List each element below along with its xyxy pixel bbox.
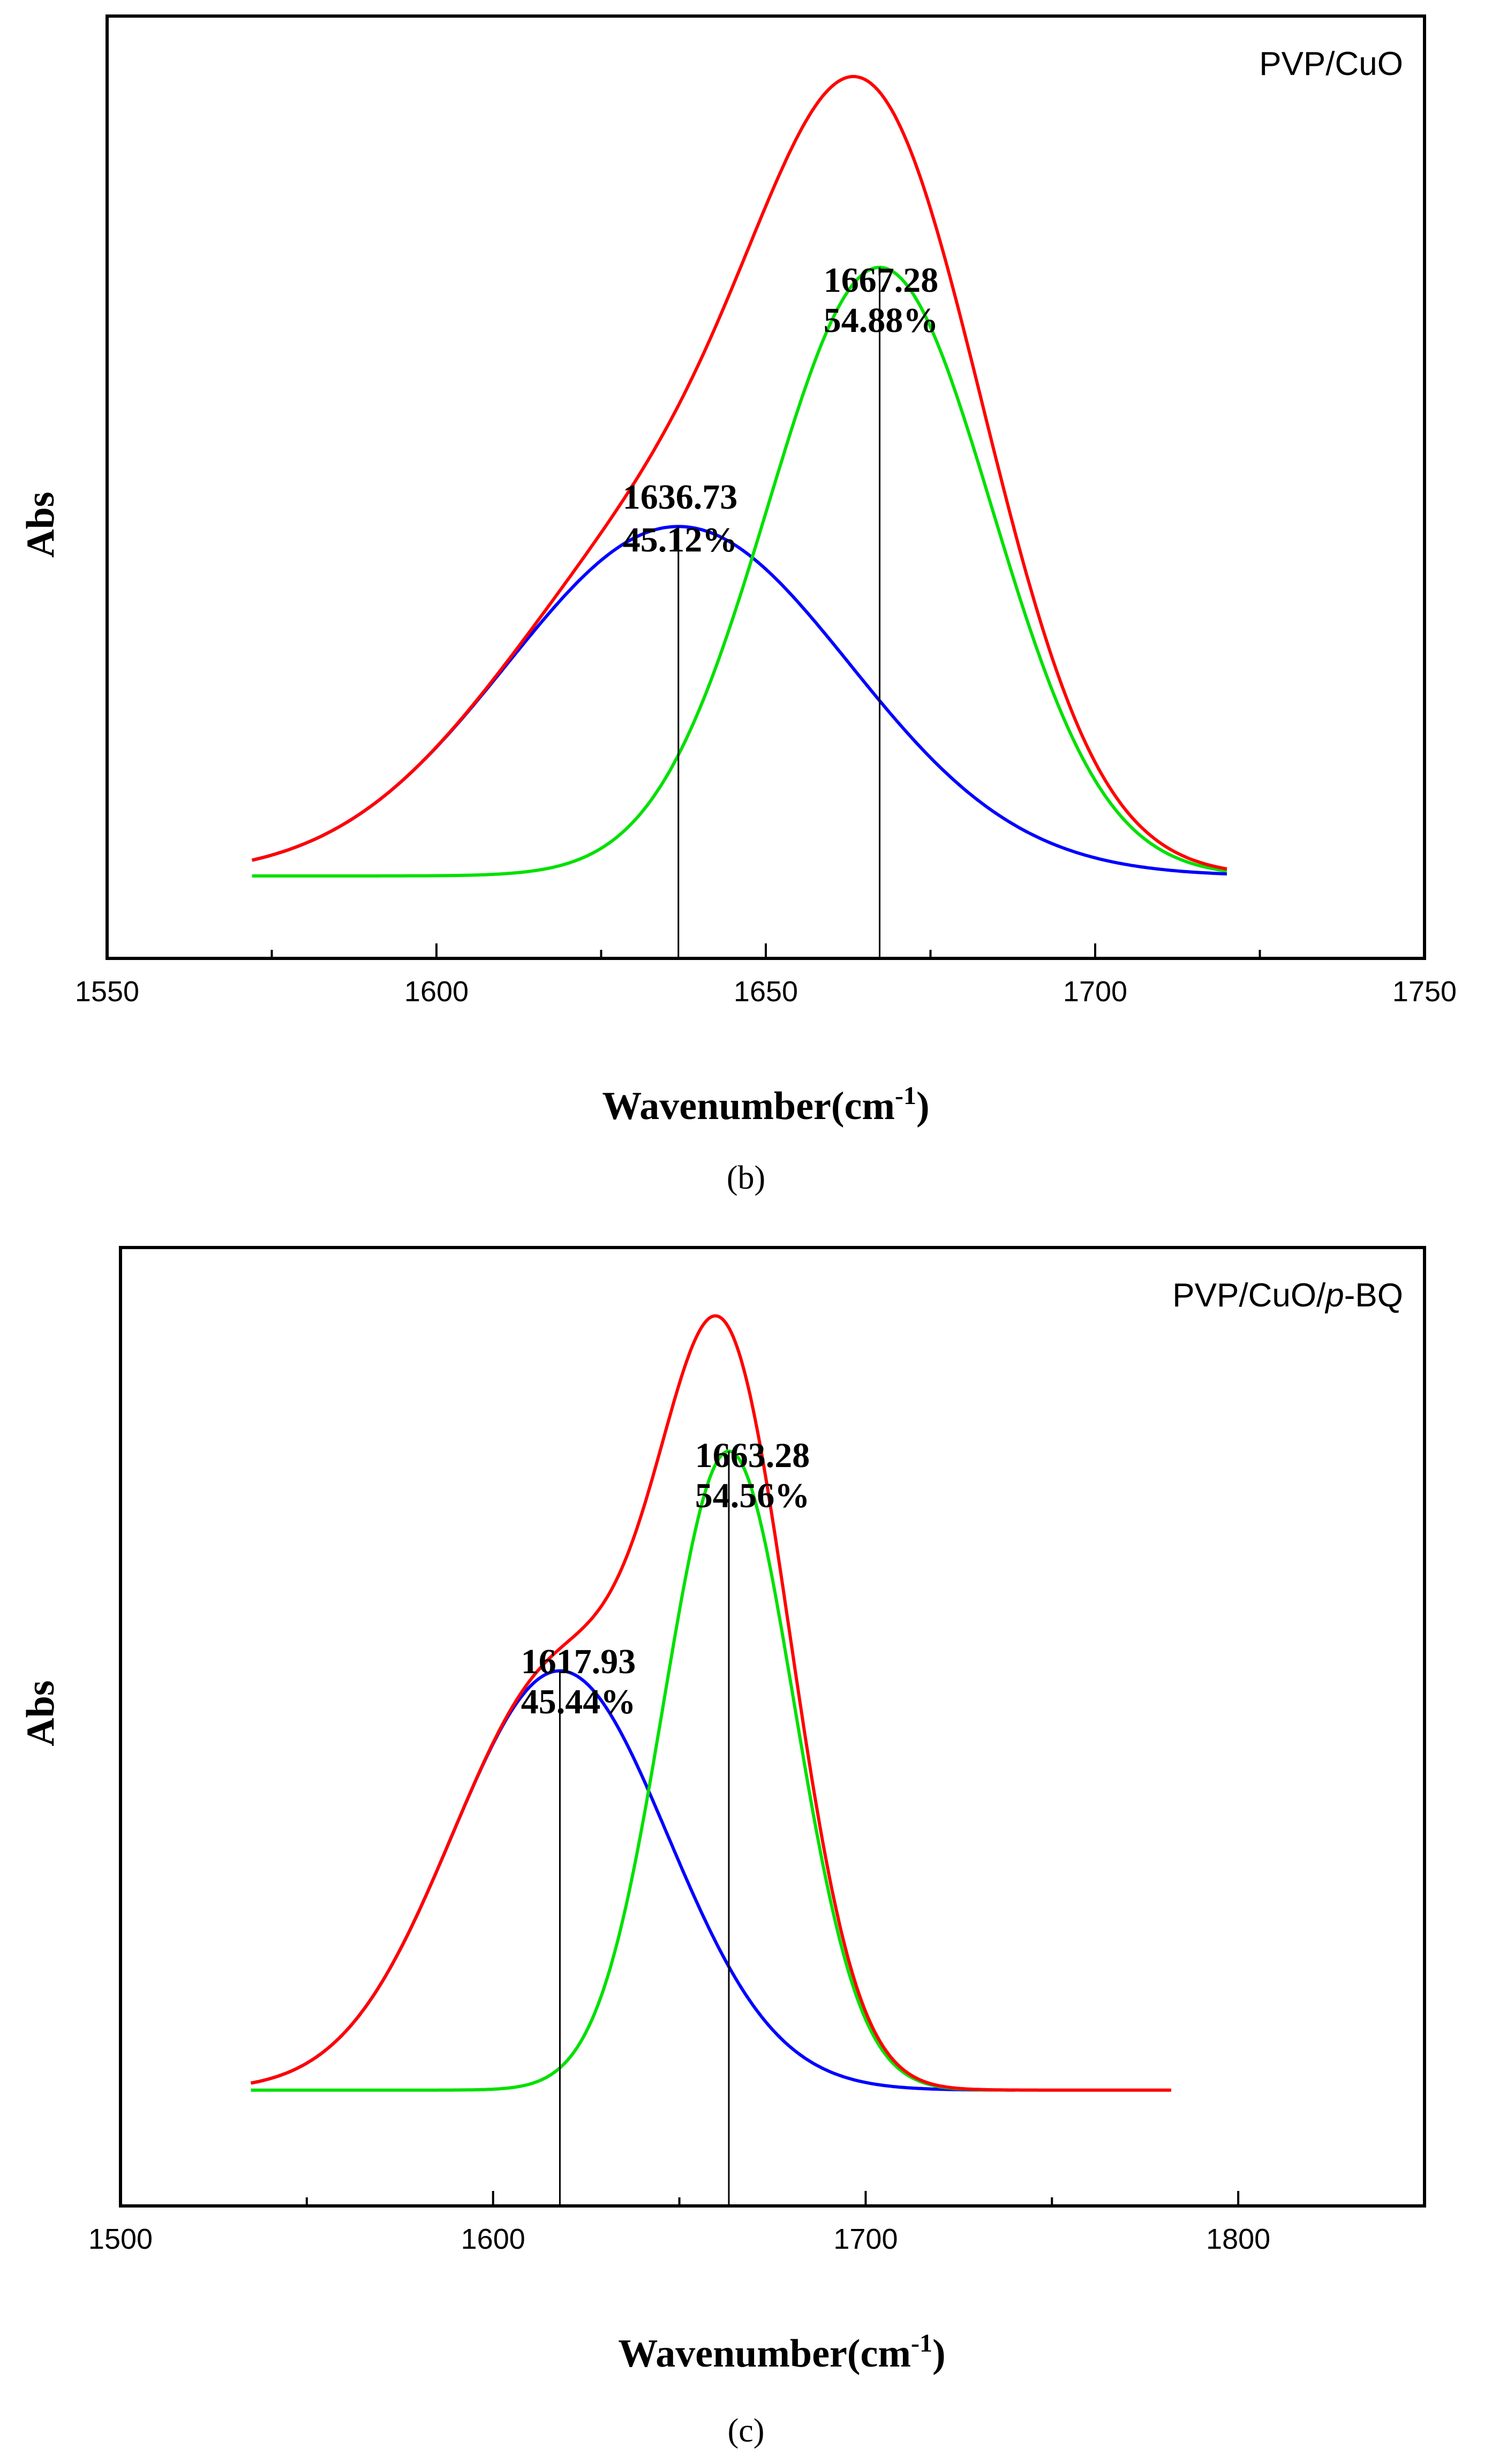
- x-axis-title: Wavenumber(cm-1): [602, 1082, 929, 1128]
- x-tick-label: 1700: [833, 2223, 898, 2255]
- peak-1-curve: [251, 525, 1227, 876]
- x-axis-title: Wavenumber(cm-1): [618, 2329, 945, 2376]
- x-axis-ticks: [119, 2191, 1426, 2206]
- x-axis-tick-labels: 1500 1600 1700 1800: [88, 2223, 1270, 2255]
- peak-2-position-label: 1667.28: [824, 261, 939, 300]
- peak-markers: [677, 267, 881, 958]
- fit-sum-curve: [251, 74, 1227, 871]
- plot-frame: [106, 14, 1426, 960]
- sample-label-italic: p: [1324, 1277, 1344, 1314]
- spectrum-curves: [250, 1314, 1171, 2092]
- peak-1-position-label: 1636.73: [623, 478, 738, 517]
- x-tick-label: 1600: [404, 976, 469, 1008]
- fit-sum-curve: [250, 1314, 1171, 2092]
- x-axis-title-main: Wavenumber(cm: [618, 2332, 911, 2376]
- x-tick-label: 1700: [1063, 976, 1127, 1008]
- x-tick-label: 1650: [734, 976, 798, 1008]
- peak-2-percent-label: 54.88%: [824, 301, 939, 340]
- sample-label-prefix: PVP/CuO/: [1172, 1277, 1326, 1314]
- peak-2-curve: [251, 1449, 1015, 2092]
- x-tick-label: 1800: [1206, 2223, 1270, 2255]
- sample-label: PVP/CuO/p-BQ: [1172, 1277, 1403, 1314]
- peak-2-curve: [252, 266, 1227, 878]
- x-tick-label: 1550: [75, 976, 139, 1008]
- x-tick-label: 1750: [1392, 976, 1457, 1008]
- x-tick-label: 1500: [88, 2223, 153, 2255]
- x-axis-title-exponent: -1: [911, 2329, 932, 2357]
- x-axis-tick-labels: 1550 1600 1650 1700 1750: [75, 976, 1457, 1008]
- panel-label-b: (b): [727, 1160, 765, 1196]
- peak-1-position-label: 1617.93: [521, 1642, 636, 1681]
- x-axis-title-close: ): [932, 2332, 946, 2376]
- panel-c-chart: 1500 1600 1700 1800 PVP/CuO/p-BQ 1617.93 45…: [19, 1246, 1426, 2449]
- sample-label: PVP/CuO: [1259, 46, 1403, 82]
- peak-1-percent-label: 45.12%: [623, 520, 738, 560]
- x-tick-label: 1600: [461, 2223, 525, 2255]
- x-axis-title-exponent: -1: [895, 1082, 916, 1110]
- peak-markers: [559, 1451, 730, 2206]
- peak-2-position-label: 1663.28: [695, 1436, 810, 1475]
- x-axis-title-close: ): [916, 1084, 930, 1128]
- y-axis-title: Abs: [19, 492, 63, 557]
- plot-frame: [119, 1246, 1426, 2208]
- sample-label-suffix: -BQ: [1344, 1277, 1403, 1314]
- spectrum-curves: [251, 74, 1227, 878]
- y-axis-title: Abs: [19, 1680, 63, 1746]
- panel-b-chart: 1550 1600 1650 1700 1750 PVP/CuO 1636.73 45.…: [19, 14, 1457, 1196]
- peak-2-percent-label: 54.56%: [695, 1476, 810, 1515]
- x-axis-title-main: Wavenumber(cm: [602, 1084, 895, 1128]
- panel-label-c: (c): [728, 2413, 765, 2449]
- peak-1-percent-label: 45.44%: [521, 1682, 636, 1721]
- x-axis-ticks: [106, 943, 1426, 958]
